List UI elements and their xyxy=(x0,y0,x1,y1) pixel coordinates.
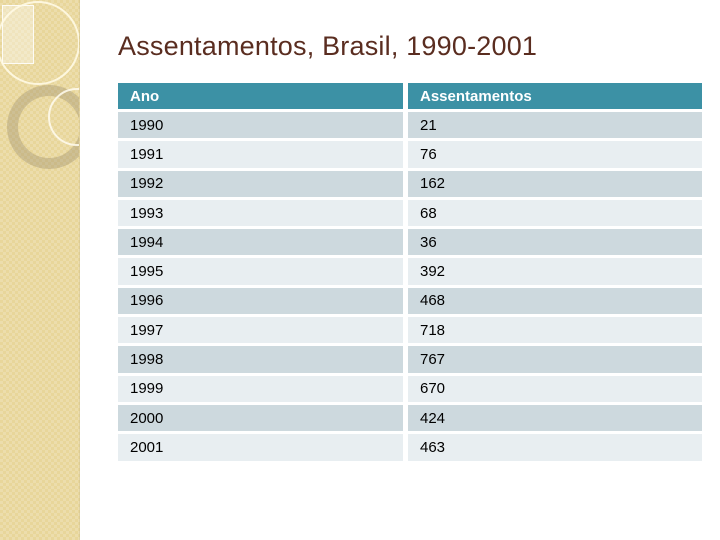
cell-assentamentos: 21 xyxy=(408,112,702,139)
table-row: 1994 36 xyxy=(118,229,702,256)
header-ano: Ano xyxy=(118,83,408,109)
table-row: 2000 424 xyxy=(118,404,702,432)
cell-assentamentos: 718 xyxy=(408,317,702,344)
cell-assentamentos: 68 xyxy=(408,199,702,227)
table-row: 1998 767 xyxy=(118,346,702,373)
cell-ano: 1991 xyxy=(118,141,408,168)
table-body: 1990 21 1991 76 1992 162 1993 68 1994 36 1995 392 19… xyxy=(118,112,702,461)
cell-ano: 1993 xyxy=(118,199,408,227)
cell-ano: 1997 xyxy=(118,317,408,344)
cell-ano: 1994 xyxy=(118,229,408,256)
table-row: 1992 162 xyxy=(118,170,702,197)
cell-ano: 1998 xyxy=(118,346,408,373)
cell-assentamentos: 162 xyxy=(408,170,702,197)
cell-ano: 1990 xyxy=(118,112,408,139)
cell-assentamentos: 36 xyxy=(408,229,702,256)
table-row: 1991 76 xyxy=(118,141,702,168)
cell-assentamentos: 76 xyxy=(408,141,702,168)
table-row: 1990 21 xyxy=(118,112,702,139)
cell-assentamentos: 670 xyxy=(408,375,702,402)
slide-title: Assentamentos, Brasil, 1990-2001 xyxy=(118,31,538,61)
cell-ano: 2000 xyxy=(118,404,408,432)
cell-assentamentos: 424 xyxy=(408,404,702,432)
cell-assentamentos: 468 xyxy=(408,287,702,315)
decorative-ring xyxy=(7,85,79,169)
cell-ano: 2001 xyxy=(118,434,408,461)
cell-assentamentos: 767 xyxy=(408,346,702,373)
cell-ano: 1999 xyxy=(118,375,408,402)
table-row: 1993 68 xyxy=(118,199,702,227)
cell-ano: 1992 xyxy=(118,170,408,197)
cell-assentamentos: 392 xyxy=(408,258,702,285)
table-row: 1997 718 xyxy=(118,317,702,344)
table-row: 2001 463 xyxy=(118,434,702,461)
cell-ano: 1996 xyxy=(118,287,408,315)
table-row: 1995 392 xyxy=(118,258,702,285)
cell-assentamentos: 463 xyxy=(408,434,702,461)
decorative-circle-thin-top xyxy=(0,1,79,85)
header-assentamentos: Assentamentos xyxy=(408,83,702,109)
table-row: 1996 468 xyxy=(118,287,702,315)
table-row: 1999 670 xyxy=(118,375,702,402)
cell-ano: 1995 xyxy=(118,258,408,285)
assentamentos-table: Ano Assentamentos 1990 21 1991 76 1992 162 199… xyxy=(118,80,702,464)
table-header-row: Ano Assentamentos xyxy=(118,83,702,109)
sidebar-decoration xyxy=(0,0,80,540)
